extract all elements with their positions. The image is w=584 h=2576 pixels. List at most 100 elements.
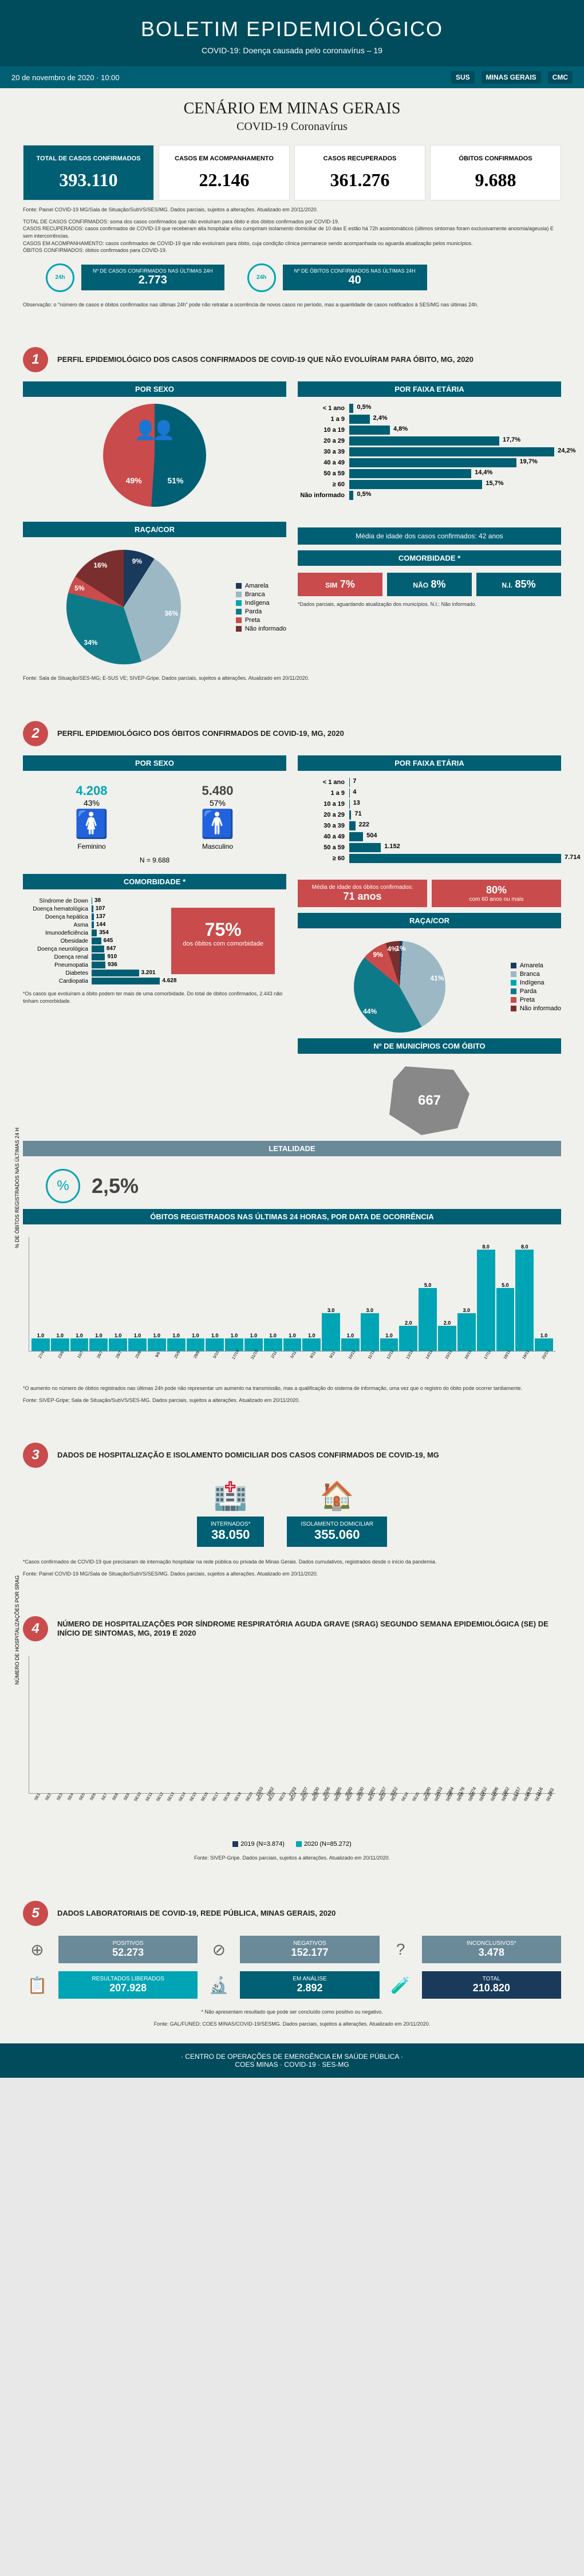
comorb-bars-2: Síndrome de Down38Doença hematológica107… — [23, 896, 160, 986]
f-pct: 43% — [74, 798, 109, 808]
comorb-big-lbl: dos óbitos com comorbidade — [183, 940, 263, 947]
age-bar-row: < 1 ano0,5% — [298, 404, 561, 413]
deaths24-bar: 3.0 — [361, 1313, 379, 1351]
female-icon: 🚺 — [74, 808, 109, 840]
age-bar-row: 50 a 591.152 — [298, 843, 561, 852]
legend-item: Não informado — [236, 625, 286, 632]
deaths24-bar: 5.0 — [496, 1288, 515, 1352]
f-lbl: Feminino — [74, 842, 109, 850]
comorb-box: SIM 7% — [298, 573, 382, 596]
deaths24h-header: ÓBITOS REGISTRADOS NAS ÚLTIMAS 24 HORAS,… — [23, 1209, 561, 1224]
map-box: 667 — [298, 1061, 561, 1141]
section-4-source: Fonte: SIVEP-Gripe. Dados parciais, suje… — [23, 1854, 561, 1862]
hosp-icon: 🏥 — [197, 1479, 264, 1512]
race-legend-1: AmarelaBrancaIndígenaPardaPretaNão infor… — [236, 581, 286, 634]
male-icon: 🚹 — [200, 808, 235, 840]
lab-grid: ⊕POSITIVOS52.273⊘NEGATIVOS152.177?INCONC… — [23, 1935, 561, 1999]
stat-value: 361.276 — [299, 170, 420, 191]
lab-icon: 📋 — [23, 1971, 52, 1999]
legend-item: Não informado — [511, 1005, 561, 1012]
pie-slice-label: 9% — [373, 951, 382, 959]
legend-item: Parda — [511, 988, 561, 995]
logo-cmc: CMC — [548, 71, 573, 84]
section-4-header: 4 NÚMERO DE HOSPITALIZAÇÕES POR SÍNDROME… — [23, 1616, 561, 1641]
section-5: 5 DADOS LABORATORIAIS DE COVID-19, REDE … — [0, 1878, 584, 2043]
footer-line2: COES MINAS · COVID-19 · SES-MG — [9, 2061, 575, 2069]
m-pct: 57% — [200, 798, 235, 808]
last24-item: 24hNº DE CASOS CONFIRMADOS NAS ÚLTIMAS 2… — [46, 263, 224, 292]
header: BOLETIM EPIDEMIOLÓGICO COVID-19: Doença … — [0, 0, 584, 66]
lethality-row: % 2,5% — [23, 1163, 561, 1209]
section-3-header: 3 DADOS DE HOSPITALIZAÇÃO E ISOLAMENTO D… — [23, 1443, 561, 1468]
stat-row: TOTAL DE CASOS CONFIRMADOS393.110CASOS E… — [23, 145, 561, 200]
n-total: N = 9.688 — [23, 856, 286, 864]
age-bar-row: < 1 ano7 — [298, 778, 561, 787]
age-bar-row: 40 a 49504 — [298, 832, 561, 841]
badge-3: 3 — [23, 1443, 48, 1468]
map-shape: 667 — [389, 1066, 469, 1135]
scenario-source: Fonte: Painel COVID-19 MG/Sala de Situaç… — [23, 206, 561, 214]
sex-header-2: POR SEXO — [23, 755, 286, 771]
comorb-big-val: 75% — [183, 919, 263, 940]
comorb-bar-row: Diabetes3.201 — [23, 970, 160, 976]
deaths24-bar: 3.0 — [322, 1313, 340, 1351]
comorb-bar-row: Doença neurológica847 — [23, 946, 160, 952]
age-bar-row: 1 a 92,4% — [298, 415, 561, 424]
age-bar-row: 20 a 2917,7% — [298, 436, 561, 446]
scenario-obs: Observação: o "número de casos e óbitos … — [23, 301, 561, 309]
stat-label: TOTAL DE CASOS CONFIRMADOS — [28, 155, 149, 163]
last24-box: Nº DE ÓBITOS CONFIRMADOS NAS ÚLTIMAS 24H… — [283, 265, 427, 290]
hosp-item: 🏠ISOLAMENTO DOMICILIAR355.060 — [287, 1479, 387, 1547]
section-4: 4 NÚMERO DE HOSPITALIZAÇÕES POR SÍNDROME… — [0, 1593, 584, 1878]
comorb-bar-row: Pneumopatia936 — [23, 962, 160, 968]
logo-row: SUS MINAS GERAIS CMC — [451, 71, 573, 84]
comorb-row-1: SIM 7%NÃO 8%N.I. 85% — [298, 573, 561, 596]
last24-box: Nº DE CASOS CONFIRMADOS NAS ÚLTIMAS 24H2… — [81, 265, 224, 290]
lab-icon: 🔬 — [204, 1971, 233, 1999]
pie-slice-label: 4% — [388, 945, 397, 953]
pie-slice-label: 9% — [132, 557, 142, 565]
age-bar-row: 30 a 3924,2% — [298, 447, 561, 456]
legend-item: Amarela — [511, 962, 561, 969]
age-bar-row: 1 a 94 — [298, 789, 561, 798]
age-bar-row: 30 a 39222 — [298, 821, 561, 830]
comorb-bar-row: Imunodeficiência354 — [23, 929, 160, 936]
stat-box: CASOS EM ACOMPANHAMENTO22.146 — [159, 145, 290, 200]
median-age-2-val: 71 anos — [307, 891, 418, 903]
section-1-header: 1 PERFIL EPIDEMIOLÓGICO DOS CASOS CONFIR… — [23, 347, 561, 372]
lab-cell: ⊘NEGATIVOS152.177 — [204, 1935, 379, 1964]
pie-slice-label: 5% — [74, 584, 84, 592]
age-bar-row: 40 a 4919,7% — [298, 458, 561, 467]
lab-icon: ⊘ — [204, 1935, 233, 1964]
lab-icon: ⊕ — [23, 1935, 52, 1964]
deaths24h-note: *O aumento no número de óbitos registrad… — [23, 1385, 561, 1392]
m-lbl: Masculino — [200, 842, 235, 850]
comorb-bar-row: Doença hepática137 — [23, 913, 160, 920]
comorb-bar-row: Síndrome de Down38 — [23, 897, 160, 904]
muni-header: Nº DE MUNICÍPIOS COM ÓBITO — [298, 1038, 561, 1054]
race-pie-2: 1%41%44%9%4% — [354, 941, 445, 1033]
lab-cell: 🔬EM ANÁLISE2.892 — [204, 1971, 379, 1999]
gender-row: 4.208 43% 🚺 Feminino 5.480 57% 🚹 Masculi… — [23, 778, 286, 856]
race-legend-2: AmarelaBrancaIndígenaPardaPretaNão infor… — [511, 960, 561, 1014]
median-age-1: Média de idade dos casos confirmados: 42… — [298, 527, 561, 545]
age60-lbl: com 60 anos ou mais — [441, 896, 552, 903]
legend-item: Amarela — [236, 582, 286, 589]
badge-2: 2 — [23, 721, 48, 746]
lethality-val: 2,5% — [92, 1174, 139, 1198]
pie-slice-label: 44% — [363, 1007, 377, 1015]
stat-value: 22.146 — [164, 170, 285, 191]
stat-value: 9.688 — [435, 170, 556, 191]
scenario-title: CENÁRIO EM MINAS GERAIS — [23, 100, 561, 118]
main-subtitle: COVID-19: Doença causada pelo coronavíru… — [11, 46, 573, 55]
section-3-title: DADOS DE HOSPITALIZAÇÃO E ISOLAMENTO DOM… — [57, 1451, 561, 1460]
race-header-2: RAÇA/COR — [298, 913, 561, 928]
section-3: 3 DADOS DE HOSPITALIZAÇÃO E ISOLAMENTO D… — [0, 1420, 584, 1593]
stat-label: CASOS RECUPERADOS — [299, 155, 420, 163]
last24-row: 24hNº DE CASOS CONFIRMADOS NAS ÚLTIMAS 2… — [23, 263, 561, 292]
race-pie-1: 9%36%34%5%16% — [66, 550, 181, 664]
legend-item: Preta — [236, 617, 286, 624]
legend-item: Branca — [511, 971, 561, 978]
section-1-title: PERFIL EPIDEMIOLÓGICO DOS CASOS CONFIRMA… — [57, 355, 561, 365]
deaths24-bar: 8.0 — [477, 1250, 495, 1351]
